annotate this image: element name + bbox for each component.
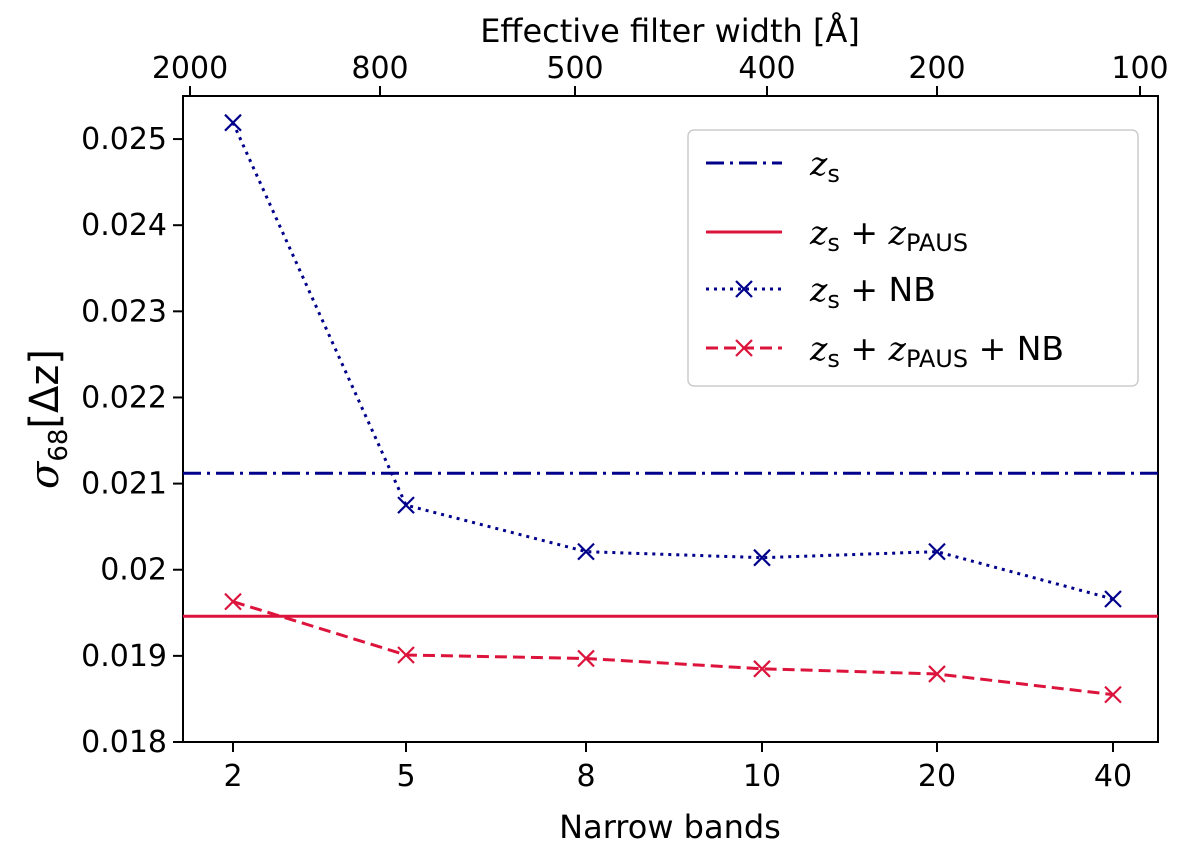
x-axis-title: Narrow bands [559,808,781,846]
top-tick-label: 2000 [152,51,228,86]
reference-lines [183,471,1158,618]
y-axis-title-symbol: σ [22,460,68,489]
data-point-zs-zpaus-nb [753,660,771,678]
x-tick-label: 5 [396,759,415,794]
y-tick-label: 0.02 [100,553,167,588]
legend-label-zs: zs [809,144,840,188]
legend-marker-zs-zpaus-nb [735,339,753,357]
top-tick-label: 200 [908,51,965,86]
legend: zs zs + zPAUS zs + NB zs + zPAUS + NB [687,129,1139,387]
data-point-zs-nb [577,542,595,561]
top-tick-label: 800 [351,51,408,86]
y-tick-label: 0.023 [81,294,167,329]
data-point-zs-nb [1104,590,1122,608]
data-point-zs-nb [224,113,242,132]
top-ticks: 2000 800 500 400 200 100 [152,51,1169,96]
y-tick-label: 0.021 [81,467,167,502]
x-tick-label: 10 [743,759,781,794]
legend-label-zs-zpaus-nb: zs + zPAUS + NB [809,329,1064,373]
legend-label-zs-zpaus: zs + zPAUS [809,213,968,257]
data-point-zs-nb [753,548,771,567]
y-axis-title-sub: 68 [44,429,74,462]
data-point-zs-zpaus-nb [1104,685,1122,704]
y-tick-label: 0.018 [81,725,167,760]
data-point-zs-zpaus-nb [928,665,946,683]
legend-marker-zs-nb [735,280,753,298]
legend-label-zs-nb: zs + NB [809,270,936,314]
y-tick-label: 0.024 [81,208,167,243]
top-tick-label: 400 [738,51,795,86]
data-point-zs-nb [928,542,946,561]
top-tick-label: 100 [1111,51,1168,86]
y-axis-title-rest: [Δz] [22,349,68,429]
y-axis-title: σ68[Δz] [22,349,74,489]
series-group [224,113,1122,704]
data-point-zs-zpaus-nb [577,649,595,668]
legend-box [687,129,1139,387]
data-point-zs-zpaus-nb [224,592,242,611]
x-tick-label: 8 [576,759,595,794]
svg-text:σ68[Δz]: σ68[Δz] [22,349,74,489]
y-tick-label: 0.022 [81,380,167,415]
x-tick-label: 20 [918,759,956,794]
top-tick-label: 500 [546,51,603,86]
y-tick-label: 0.019 [81,639,167,674]
series-line-zs-zpaus-nb [232,600,1114,697]
x2-axis-title: Effective filter width [Å] [480,12,860,50]
y-ticks: 0.018 0.019 0.02 0.021 0.022 0.023 0.024 0.025 [81,122,183,760]
x-ticks: 2 5 8 10 20 40 [223,742,1132,794]
y-tick-label: 0.025 [81,122,167,157]
x-tick-label: 2 [223,759,242,794]
data-point-zs-zpaus-nb [397,646,415,664]
data-point-zs-nb [397,496,415,514]
x-tick-label: 40 [1094,759,1132,794]
